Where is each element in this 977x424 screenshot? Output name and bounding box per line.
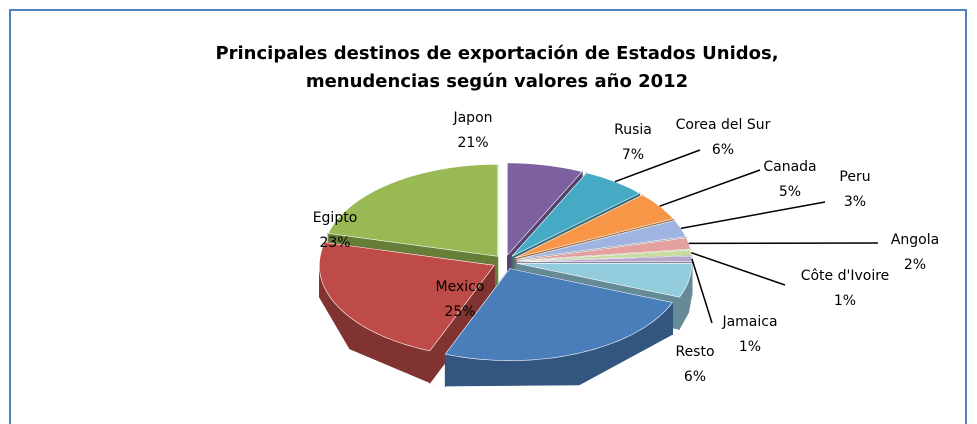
slice-label: Resto bbox=[675, 344, 714, 360]
pie-slice bbox=[444, 268, 674, 361]
value-label: 1% bbox=[739, 339, 761, 355]
slice-label: Jamaica bbox=[721, 314, 777, 330]
value-label: 7% bbox=[622, 147, 644, 163]
slice-label: Japon bbox=[452, 110, 492, 126]
value-label: 3% bbox=[844, 194, 866, 210]
value-label: 21% bbox=[457, 135, 488, 151]
chart-title: Principales destinos de exportación de E… bbox=[215, 43, 778, 64]
leader-line bbox=[614, 149, 701, 183]
slice-label: Egipto bbox=[313, 210, 358, 226]
leader-line bbox=[659, 169, 761, 207]
slice-label: Côte d'Ivoire bbox=[801, 268, 890, 284]
pie-slice bbox=[516, 262, 693, 298]
slice-label: Peru bbox=[839, 169, 870, 185]
pie-slice bbox=[514, 194, 674, 259]
slice-label: Canada bbox=[763, 159, 816, 175]
value-label: 2% bbox=[904, 257, 926, 273]
value-label: 25% bbox=[444, 304, 475, 320]
slice-label: Corea del Sur bbox=[676, 117, 771, 133]
pie-slice bbox=[516, 255, 693, 263]
pie-slice bbox=[319, 242, 495, 352]
pie-slice bbox=[327, 163, 498, 257]
slice-label: Mexico bbox=[436, 279, 485, 295]
value-label: 23% bbox=[319, 235, 350, 251]
pie-slice bbox=[507, 162, 583, 256]
chart-title: menudencias según valores año 2012 bbox=[306, 71, 688, 92]
slice-label: Angola bbox=[891, 232, 939, 248]
value-label: 1% bbox=[834, 293, 856, 309]
value-label: 6% bbox=[684, 369, 706, 385]
value-label: 6% bbox=[712, 142, 734, 158]
leader-line bbox=[690, 251, 786, 286]
slice-label: Rusia bbox=[614, 122, 652, 138]
value-label: 5% bbox=[779, 184, 801, 200]
leader-line bbox=[680, 201, 826, 230]
leader-line bbox=[691, 258, 713, 324]
